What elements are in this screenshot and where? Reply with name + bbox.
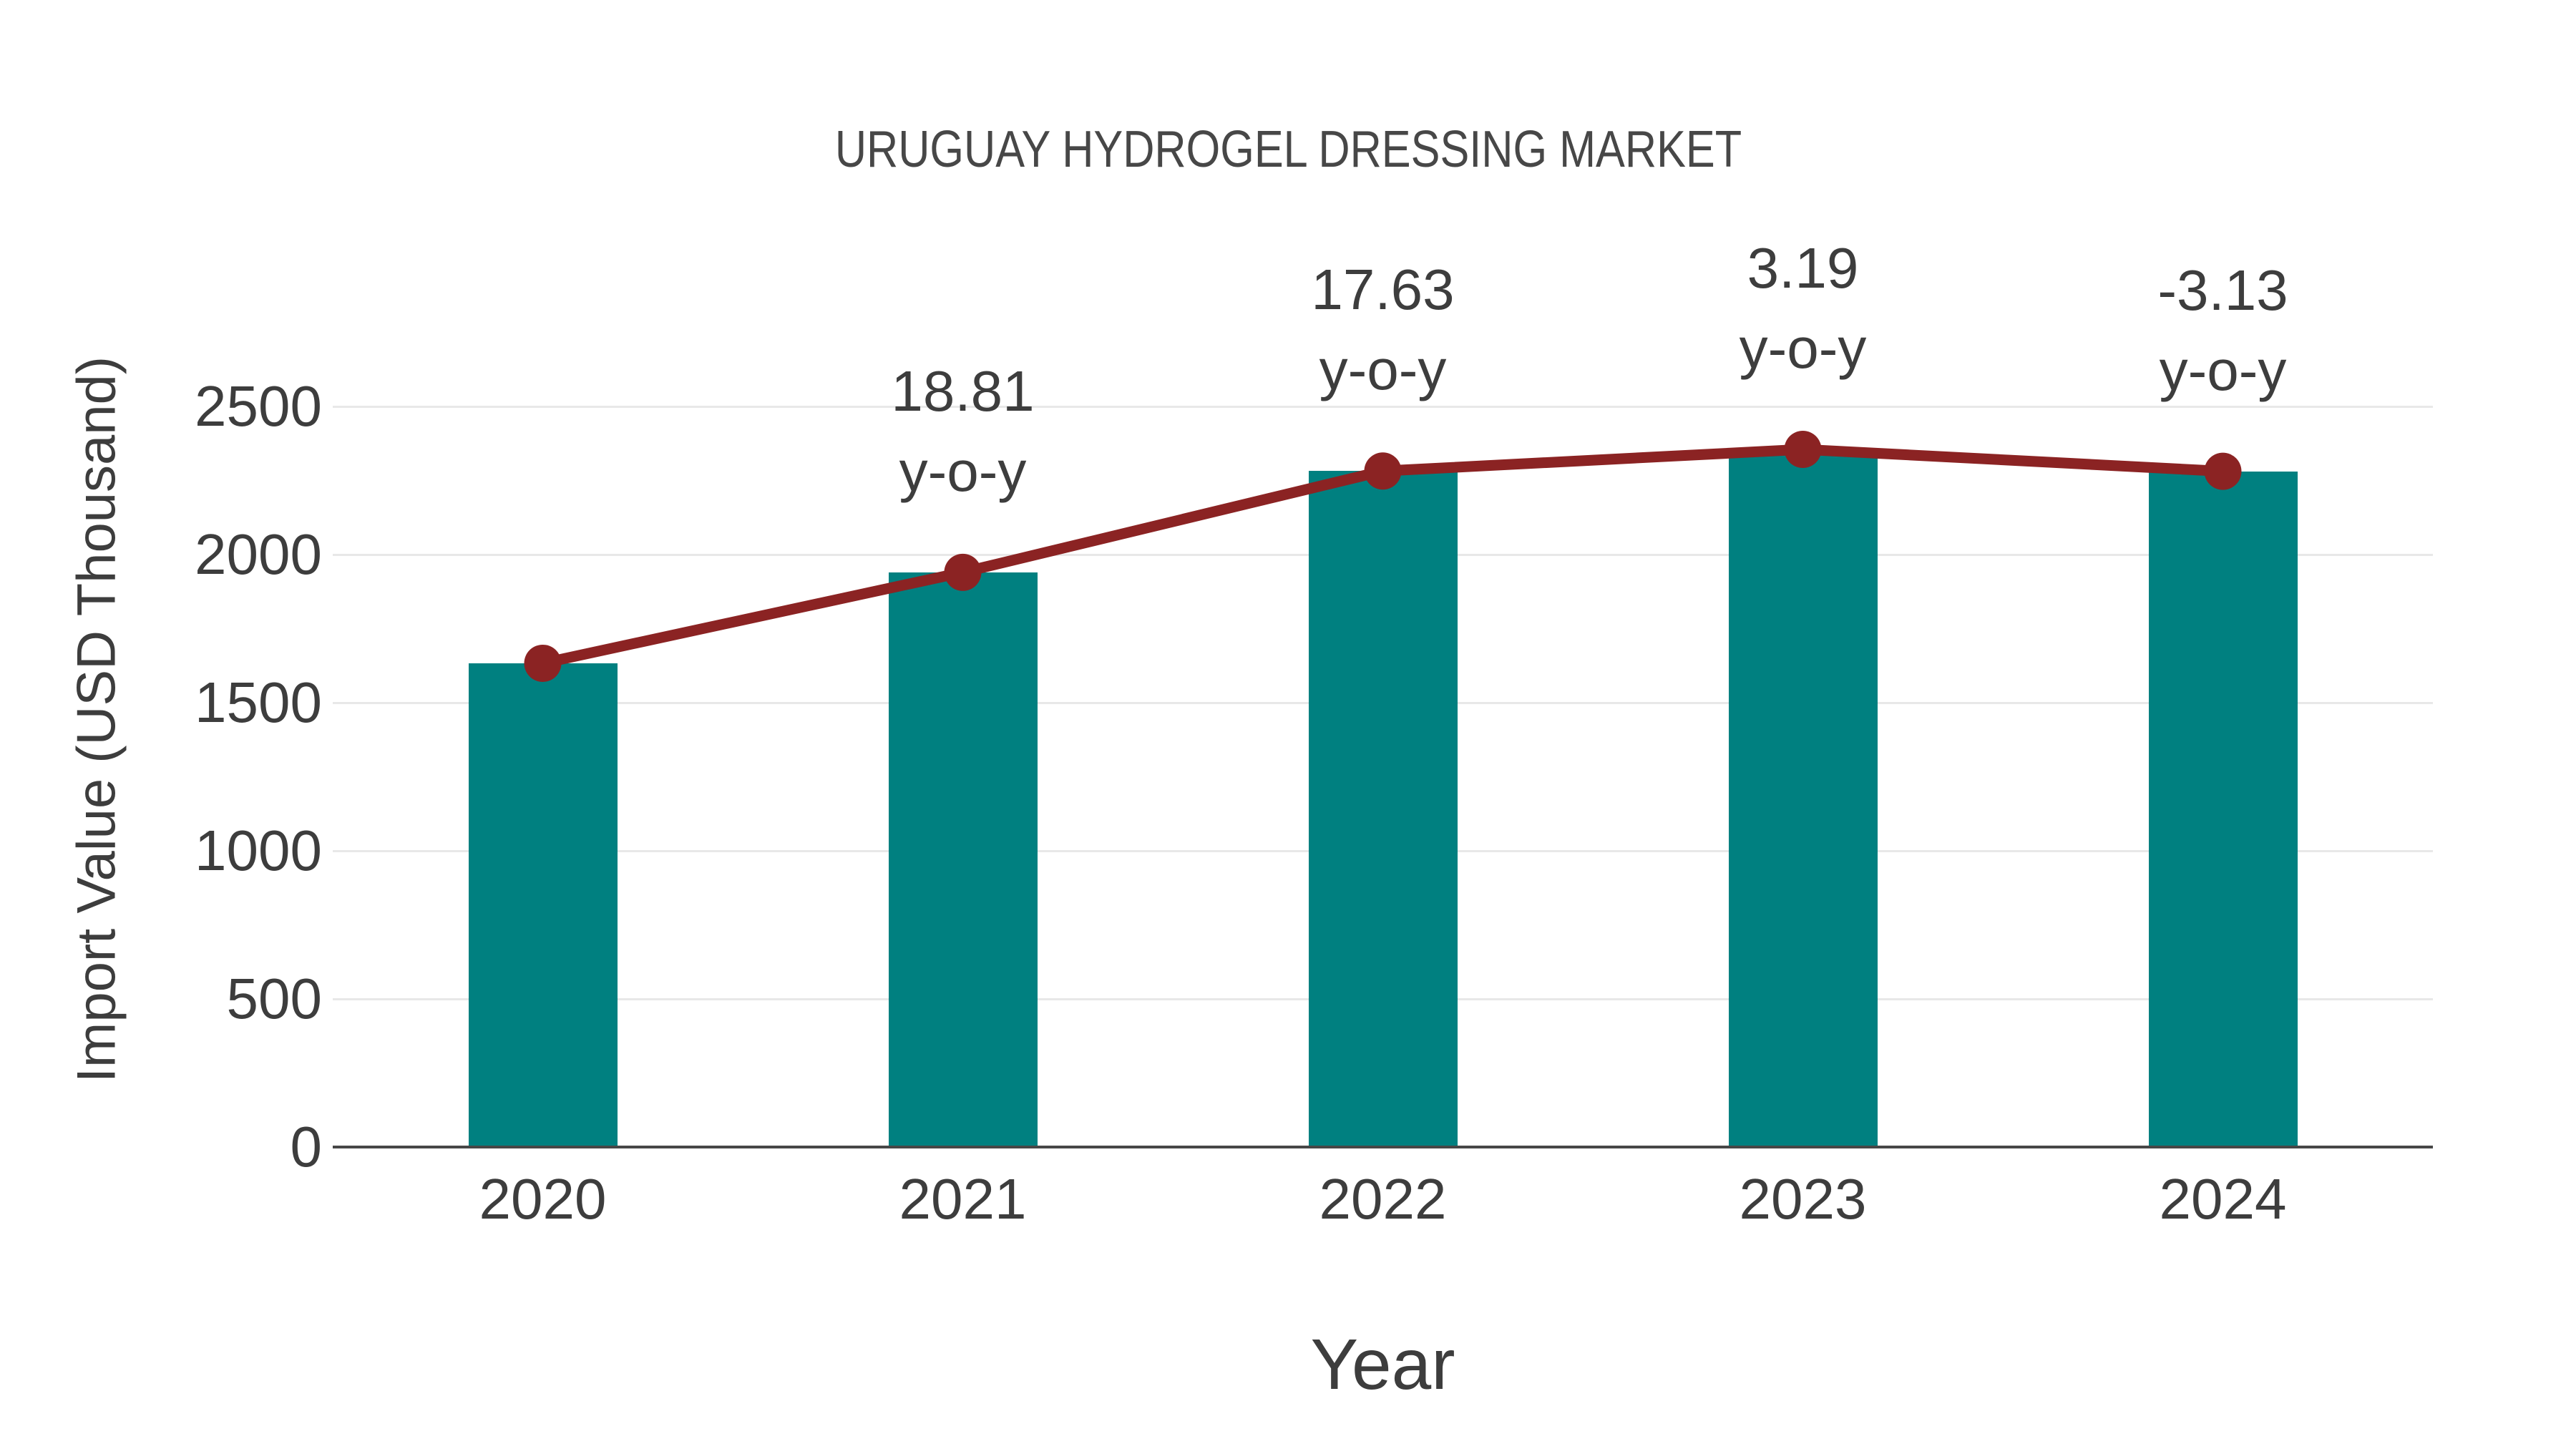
bar-2020[interactable] <box>468 663 618 1147</box>
y-tick-label-1000: 1000 <box>195 819 322 882</box>
gridline-y-2500 <box>333 405 2433 408</box>
yoy-annotation-2024: -3.13 y-o-y <box>2037 250 2409 411</box>
line-marker-2021[interactable] <box>944 553 982 591</box>
bar-2022[interactable] <box>1308 471 1458 1147</box>
bar-2024[interactable] <box>2148 471 2298 1147</box>
line-marker-2022[interactable] <box>1364 452 1402 490</box>
yoy-annotation-2023-line-1: 3.19 <box>1747 236 1859 301</box>
x-tick-label-2023: 2023 <box>1739 1167 1867 1231</box>
y-tick-label-500: 500 <box>226 967 322 1030</box>
yoy-annotation-2024-line-2: y-o-y <box>2159 338 2287 402</box>
y-tick-label-2000: 2000 <box>195 522 322 586</box>
yoy-annotation-2023-line-2: y-o-y <box>1739 316 1867 381</box>
yoy-annotation-2022: 17.63 y-o-y <box>1197 250 1569 410</box>
x-tick-label-2021: 2021 <box>899 1167 1027 1231</box>
yoy-annotation-2021: 18.81 y-o-y <box>777 351 1149 512</box>
x-axis-line <box>333 1146 2433 1148</box>
chart-title-text: URUGUAY HYDROGEL DRESSING MARKET <box>834 121 1742 178</box>
yoy-annotation-2021-line-2: y-o-y <box>899 439 1027 503</box>
x-tick-label-2024: 2024 <box>2159 1167 2287 1231</box>
y-tick-label-1500: 1500 <box>195 670 322 734</box>
chart-title: URUGUAY HYDROGEL DRESSING MARKET <box>0 120 2576 179</box>
x-axis-label: Year <box>1310 1324 1455 1405</box>
bar-2023[interactable] <box>1728 449 1878 1147</box>
yoy-annotation-2021-line-1: 18.81 <box>891 358 1035 423</box>
line-marker-2024[interactable] <box>2204 452 2242 490</box>
bar-2021[interactable] <box>888 572 1038 1147</box>
yoy-annotation-2022-line-2: y-o-y <box>1319 338 1447 402</box>
y-tick-label-2500: 2500 <box>195 374 322 438</box>
y-tick-label-0: 0 <box>290 1115 323 1179</box>
x-tick-label-2022: 2022 <box>1319 1167 1447 1231</box>
line-marker-2020[interactable] <box>524 644 562 682</box>
yoy-annotation-2023: 3.19 y-o-y <box>1617 228 1989 389</box>
yoy-annotation-2024-line-1: -3.13 <box>2157 258 2288 322</box>
line-marker-2023[interactable] <box>1784 431 1822 469</box>
x-tick-label-2020: 2020 <box>479 1167 607 1231</box>
yoy-annotation-2022-line-1: 17.63 <box>1311 258 1455 322</box>
